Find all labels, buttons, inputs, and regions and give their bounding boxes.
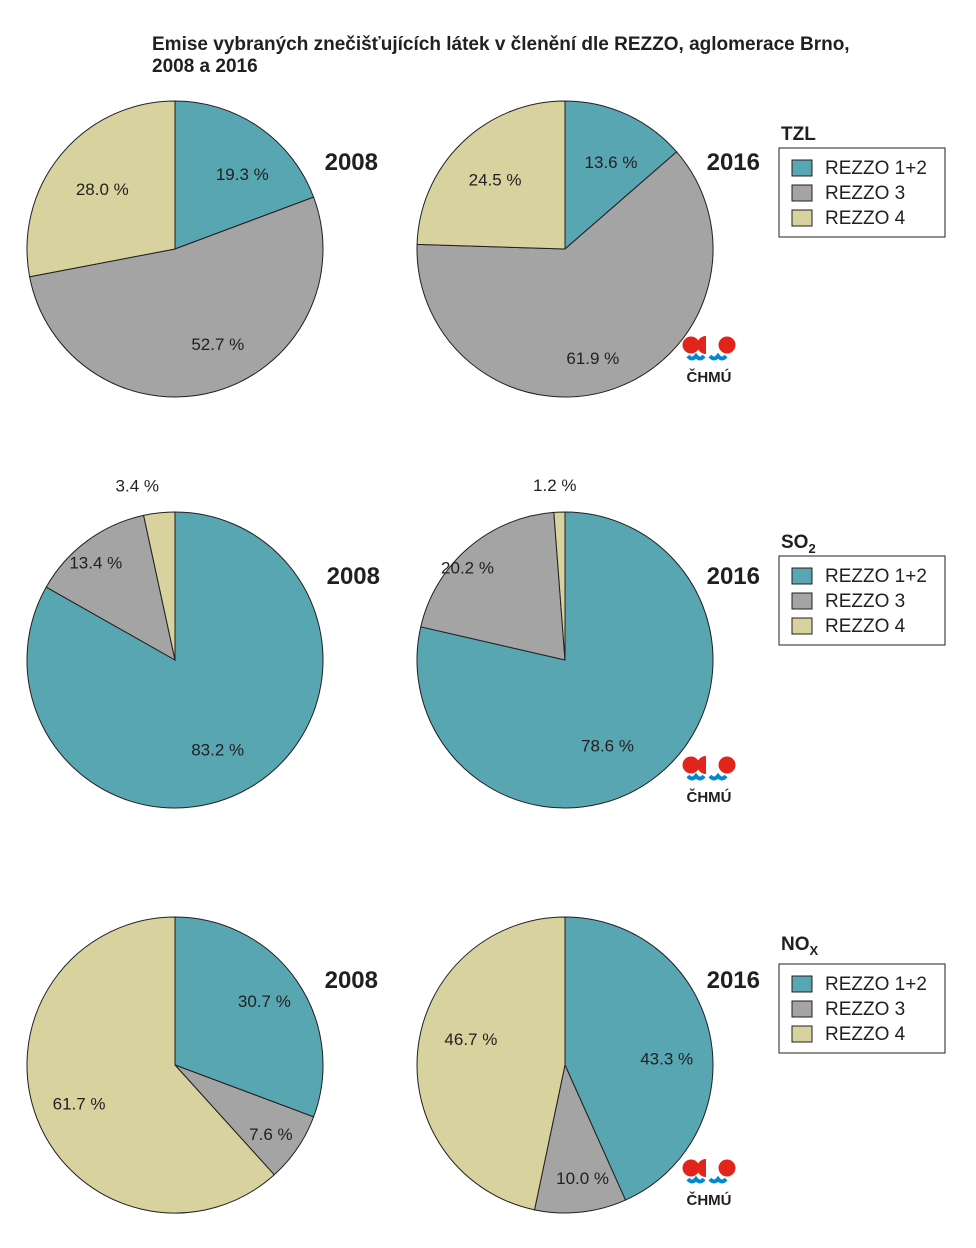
logo-right-dot bbox=[718, 1159, 736, 1177]
page-title-line-2: 2008 a 2016 bbox=[152, 56, 258, 77]
chmu-logo: ČHMÚ bbox=[682, 1159, 736, 1209]
logo-half-dot bbox=[697, 756, 706, 774]
legend: NOX REZZO 1+2 REZZO 3 REZZO 4 bbox=[778, 934, 946, 1054]
pie-slice-rezzo-3 bbox=[29, 196, 324, 398]
pie-slice-rezzo-3 bbox=[420, 511, 566, 661]
legend: SO2 REZZO 1+2 REZZO 3 REZZO 4 bbox=[778, 532, 946, 646]
slice-label: 52.7 % bbox=[191, 335, 244, 354]
logo-half-dot bbox=[697, 336, 706, 354]
pie-slice-rezzo-1-2 bbox=[564, 100, 678, 251]
slice-label: 61.9 % bbox=[566, 349, 619, 368]
logo-wave bbox=[686, 772, 728, 781]
year-label: 2016 bbox=[707, 563, 760, 590]
legend-label: REZZO 4 bbox=[825, 616, 906, 637]
pie-chart-tzl-2016: 13.6 % 61.9 % 24.5 % 2016 bbox=[416, 100, 760, 398]
slice-label: 28.0 % bbox=[76, 180, 129, 199]
chmu-logo: ČHMÚ bbox=[682, 756, 736, 806]
year-label: 2008 bbox=[327, 563, 380, 590]
slice-label: 83.2 % bbox=[191, 740, 244, 759]
pie-chart-nox-2016: 43.3 % 10.0 % 46.7 % 2016 bbox=[416, 916, 760, 1214]
slice-label: 61.7 % bbox=[53, 1095, 106, 1114]
legend-label: REZZO 3 bbox=[825, 999, 905, 1020]
pie-chart-nox-2008: 30.7 % 7.6 % 61.7 % 2008 bbox=[26, 916, 378, 1214]
legend-swatch bbox=[791, 975, 813, 993]
logo-text: ČHMÚ bbox=[687, 788, 732, 806]
year-label: 2016 bbox=[707, 967, 760, 994]
pie-slice-rezzo-3 bbox=[45, 514, 176, 661]
pie-slice-rezzo-1-2 bbox=[174, 100, 315, 250]
pie-chart-so2-2016: 78.6 % 20.2 % 1.2 % 2016 bbox=[416, 476, 760, 809]
logo-text: ČHMÚ bbox=[687, 1191, 732, 1209]
slice-label: 19.3 % bbox=[216, 165, 269, 184]
slice-label: 10.0 % bbox=[556, 1169, 609, 1188]
logo-left-dot bbox=[682, 756, 700, 774]
logo-right-dot bbox=[718, 756, 736, 774]
legend-title: NOX bbox=[781, 934, 819, 958]
legend-swatch bbox=[791, 209, 813, 227]
slice-label: 30.7 % bbox=[238, 992, 291, 1011]
logo-left-dot bbox=[682, 336, 700, 354]
slice-label: 24.5 % bbox=[469, 171, 522, 190]
legend-title: SO2 bbox=[781, 532, 816, 556]
logo-wave bbox=[686, 1175, 728, 1184]
slice-label: 7.6 % bbox=[249, 1125, 292, 1144]
logo-wave bbox=[686, 352, 728, 361]
legend-swatch bbox=[791, 1025, 813, 1043]
logo-right-dot bbox=[718, 336, 736, 354]
chmu-logo: ČHMÚ bbox=[682, 336, 736, 386]
pie-slice-rezzo-4 bbox=[143, 511, 176, 661]
legend: TZL REZZO 1+2 REZZO 3 REZZO 4 bbox=[778, 124, 946, 238]
pie-chart-so2-2008: 83.2 % 13.4 % 3.4 % 2008 bbox=[26, 477, 380, 809]
legend-swatch bbox=[791, 592, 813, 610]
legend-label: REZZO 1+2 bbox=[825, 158, 927, 179]
logo-half-dot bbox=[697, 1159, 706, 1177]
slice-label: 43.3 % bbox=[640, 1049, 693, 1068]
year-label: 2016 bbox=[707, 149, 760, 176]
legend-swatch bbox=[791, 1000, 813, 1018]
legend-swatch bbox=[791, 184, 813, 202]
slice-label: 46.7 % bbox=[444, 1030, 497, 1049]
legend-swatch bbox=[791, 159, 813, 177]
logo-left-dot bbox=[682, 1159, 700, 1177]
legend-label: REZZO 4 bbox=[825, 1024, 906, 1045]
legend-swatch bbox=[791, 617, 813, 635]
pie-slice-rezzo-4 bbox=[26, 100, 176, 278]
pie-slice-rezzo-1-2 bbox=[564, 916, 714, 1201]
pie-slice-rezzo-4 bbox=[553, 511, 566, 661]
slice-label: 1.2 % bbox=[533, 476, 576, 495]
pie-slice-rezzo-1-2 bbox=[174, 916, 324, 1118]
legend-label: REZZO 3 bbox=[825, 183, 905, 204]
legend-label: REZZO 1+2 bbox=[825, 566, 927, 587]
slice-label: 78.6 % bbox=[581, 737, 634, 756]
year-label: 2008 bbox=[325, 149, 378, 176]
legend-label: REZZO 3 bbox=[825, 591, 905, 612]
logo-text: ČHMÚ bbox=[687, 368, 732, 386]
pie-slice-rezzo-4 bbox=[26, 916, 275, 1214]
pie-slice-rezzo-4 bbox=[416, 100, 566, 250]
legend-label: REZZO 1+2 bbox=[825, 974, 927, 995]
page-title-line-1: Emise vybraných znečišťujících látek v č… bbox=[152, 34, 850, 55]
slice-label: 13.4 % bbox=[69, 554, 122, 573]
slice-label: 20.2 % bbox=[441, 559, 494, 578]
legend-label: REZZO 4 bbox=[825, 208, 906, 229]
slice-label: 13.6 % bbox=[585, 153, 638, 172]
year-label: 2008 bbox=[325, 967, 378, 994]
slice-label: 3.4 % bbox=[116, 477, 159, 496]
pie-chart-tzl-2008: 19.3 % 52.7 % 28.0 % 2008 bbox=[26, 100, 378, 398]
legend-swatch bbox=[791, 567, 813, 585]
legend-title: TZL bbox=[781, 124, 816, 145]
pie-slice-rezzo-4 bbox=[416, 916, 566, 1211]
pie-slice-rezzo-3 bbox=[416, 151, 714, 398]
page-title: Emise vybraných znečišťujících látek v č… bbox=[152, 34, 952, 78]
